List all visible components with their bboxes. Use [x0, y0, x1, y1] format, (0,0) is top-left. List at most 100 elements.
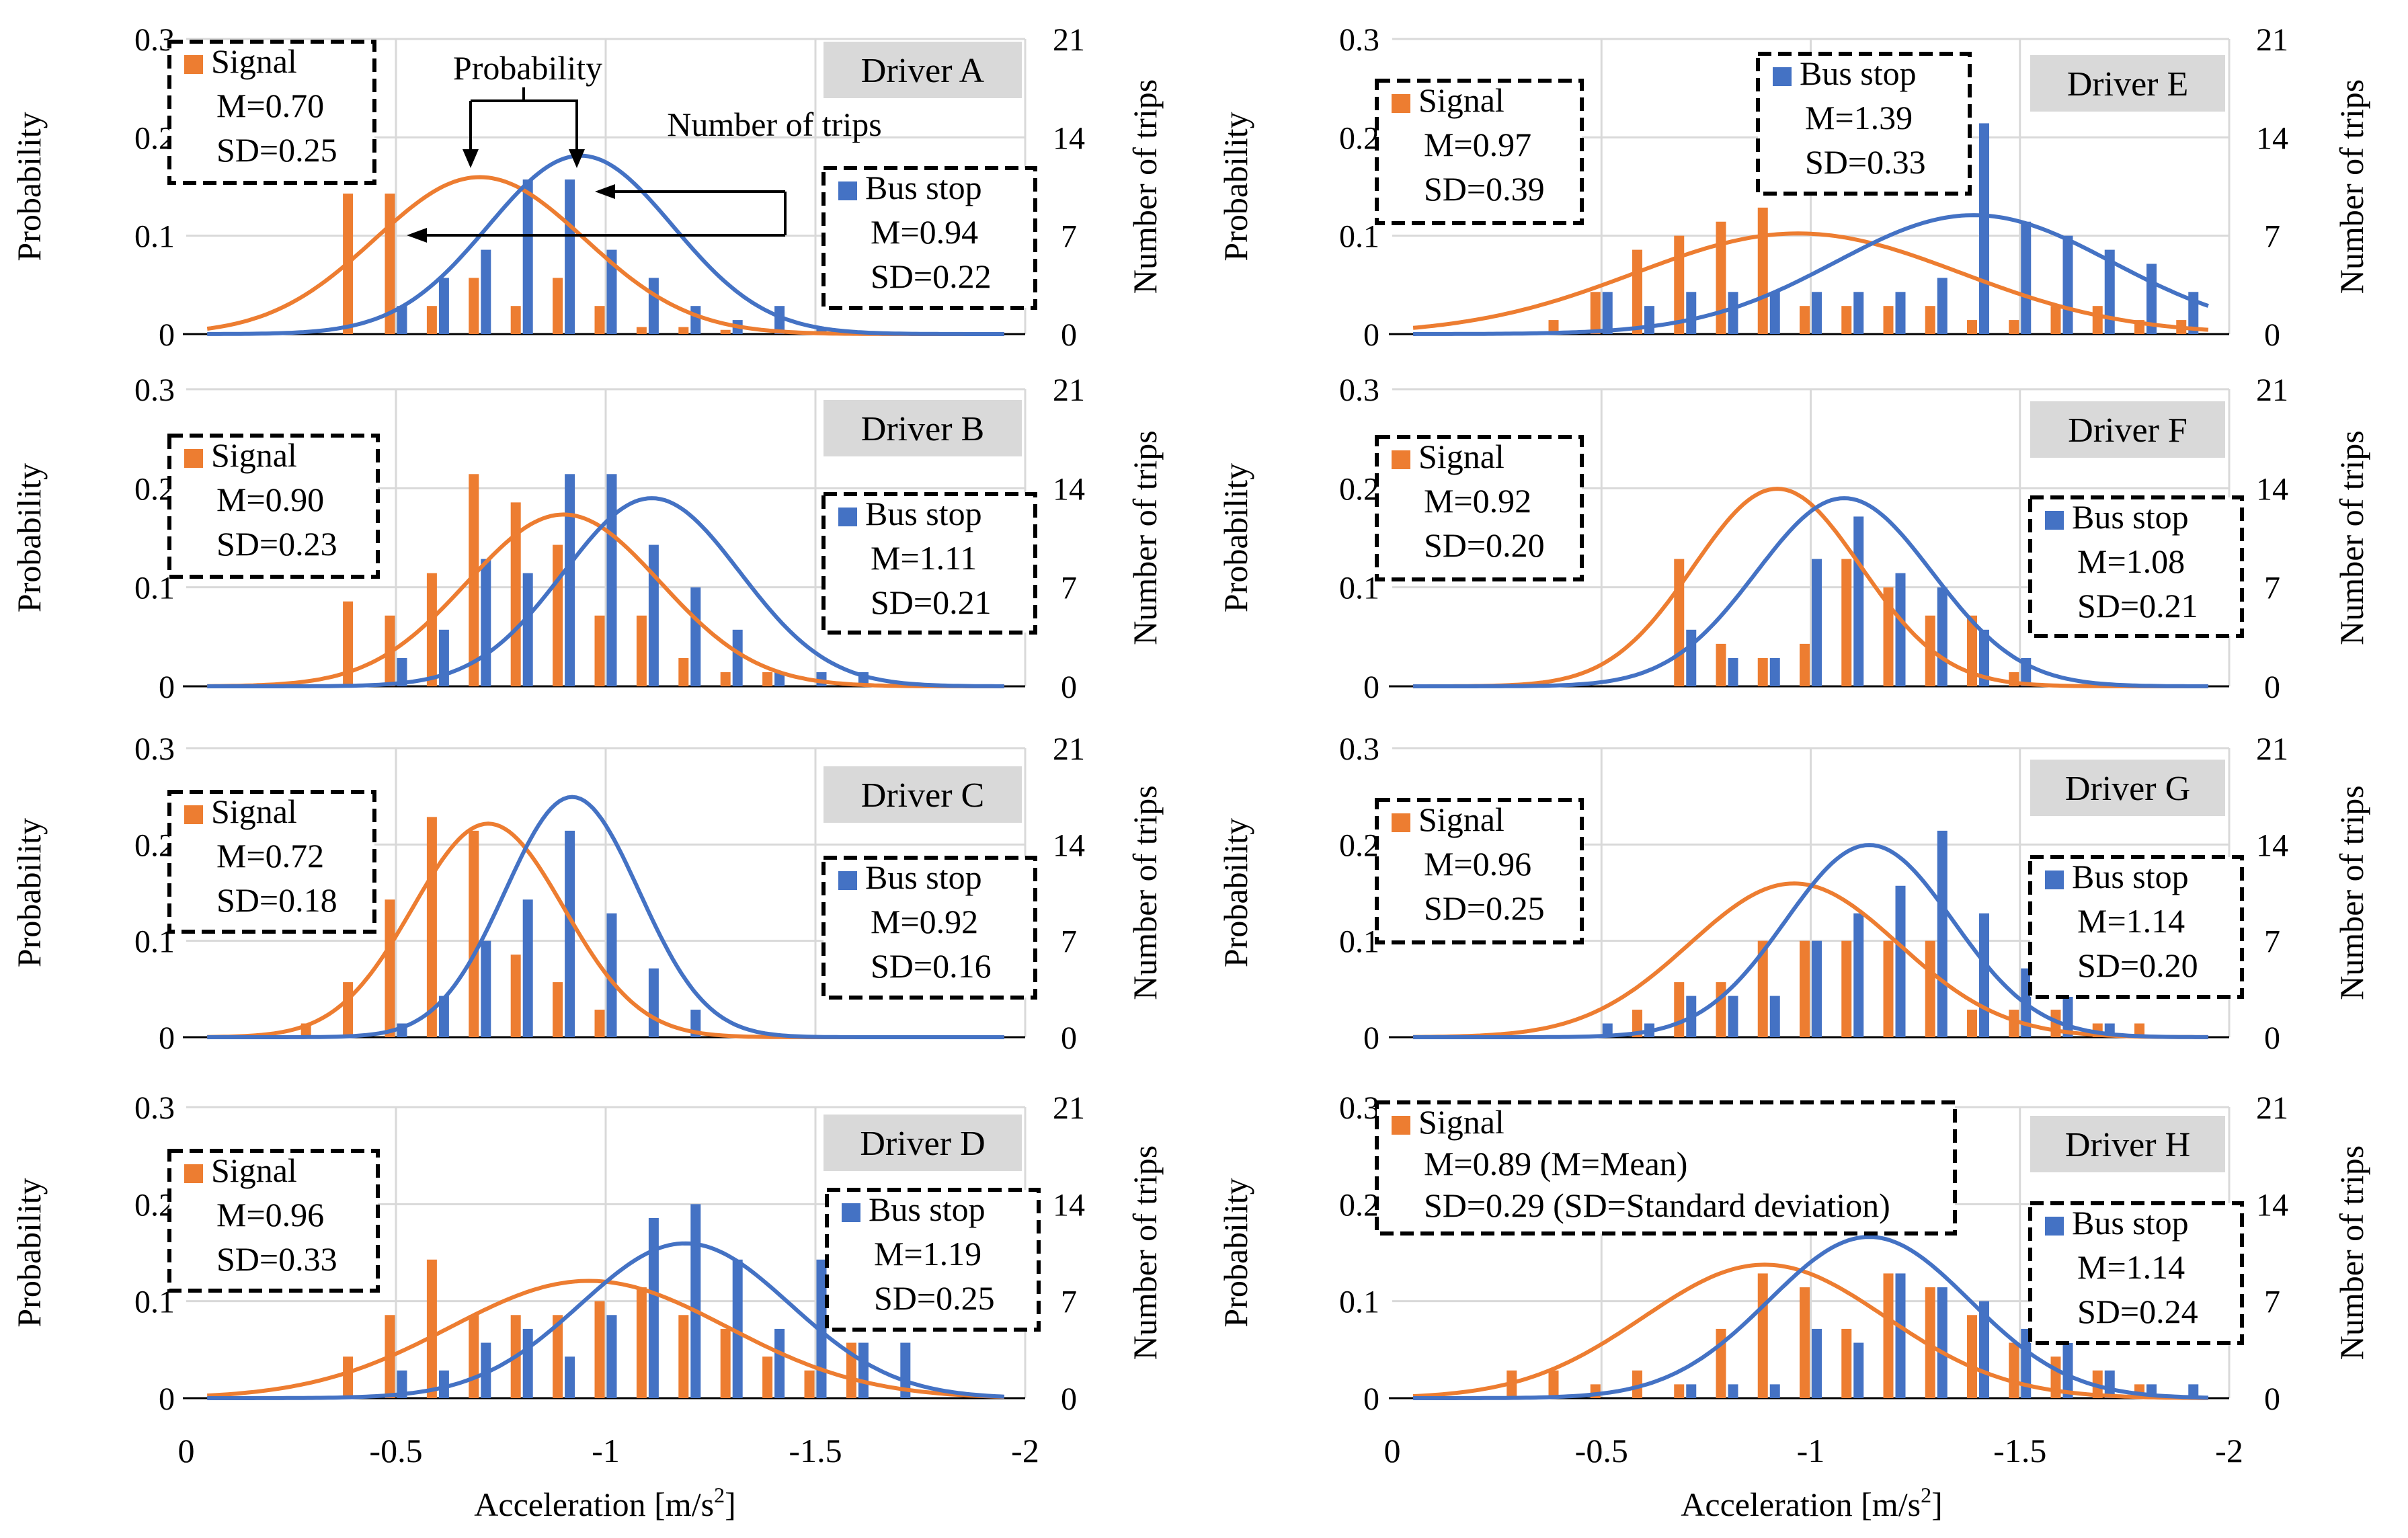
signal-bar	[594, 1301, 605, 1398]
signal-bar	[2134, 1023, 2144, 1037]
signal-bar	[1967, 1010, 1977, 1037]
bus-stop-legend: Bus stop M=1.11 SD=0.21	[821, 492, 1037, 635]
signal-bar	[1800, 1287, 1810, 1398]
x-tick-label: 0	[178, 1432, 195, 1469]
legend-sd: SD=0.18	[216, 881, 337, 919]
signal-bar	[469, 1315, 479, 1398]
legend-series-name: Signal	[1418, 438, 1504, 475]
legend-mean: M=0.90	[216, 481, 324, 518]
y-axis-title-right: Number of trips	[1126, 1145, 1164, 1360]
driver-title-box	[824, 400, 1022, 456]
driver-title-box	[2030, 1116, 2225, 1172]
y-tick-label-right: 14	[1053, 827, 1085, 863]
bars	[343, 1204, 911, 1398]
legend-sd: SD=0.25	[1424, 889, 1545, 927]
signal-bar	[510, 306, 521, 334]
driver-title-box	[2030, 760, 2225, 816]
y-axis-title-right: Number of trips	[1126, 79, 1164, 294]
bus-stop-bar	[397, 1370, 407, 1398]
signal-bar	[594, 615, 605, 686]
signal-bar	[1632, 1370, 1642, 1398]
bus-stop-bar	[1979, 629, 1989, 686]
signal-bar	[553, 1315, 563, 1398]
signal-bar	[636, 1287, 647, 1398]
bus-stop-bar	[774, 306, 785, 334]
y-tick-label-right: 7	[1061, 1285, 1077, 1320]
signal-bar	[678, 657, 689, 686]
fit-curves	[207, 496, 1004, 688]
y-tick-label-left: 0.2	[1339, 827, 1379, 863]
x-tick-label: -1.5	[1993, 1432, 2046, 1469]
legend-sd: SD=0.22	[871, 257, 992, 295]
bus-stop-bar	[438, 1370, 449, 1398]
bus-stop-bar	[1728, 1384, 1738, 1398]
y-tick-label-right: 21	[2256, 22, 2288, 58]
y-tick-label-left: 0.1	[1339, 219, 1379, 255]
y-tick-label-left: 0.1	[1339, 571, 1379, 606]
bus-stop-bar	[1895, 573, 1906, 686]
legend-box	[1375, 1100, 1957, 1236]
legend-mean: M=0.92	[1424, 482, 1531, 520]
bus-stop-probability-curve	[207, 496, 1004, 688]
y-tick-label-left: 0	[159, 1381, 175, 1417]
signal-bar	[553, 982, 563, 1037]
legend-box	[2028, 1201, 2244, 1345]
signal-bar	[2009, 1342, 2019, 1398]
signal-probability-curve	[207, 512, 1004, 688]
legend-swatch	[1392, 1116, 1410, 1135]
signal-bar	[1757, 207, 1768, 334]
bus-stop-bar	[732, 629, 743, 686]
x-axis-label-right: Acceleration [m/s2]	[1681, 1483, 1942, 1523]
fit-curves	[207, 1241, 1004, 1400]
bus-stop-bar	[2062, 1342, 2073, 1398]
bus-stop-bar	[732, 1259, 743, 1398]
legend-mean: M=1.08	[2077, 542, 2185, 580]
legend-series-name: Bus stop	[865, 169, 982, 206]
legend-swatch	[1773, 67, 1792, 86]
legend-box	[167, 790, 376, 934]
signal-bar	[1883, 1273, 1894, 1398]
bus-stop-probability-curve	[207, 795, 1004, 1039]
bus-stop-bar	[1728, 996, 1738, 1037]
legend-swatch	[838, 181, 857, 200]
bus-stop-bar	[2104, 249, 2115, 334]
bus-stop-bar	[1853, 1342, 1864, 1398]
signal-bar	[1800, 940, 1810, 1037]
signal-bar	[1674, 1384, 1685, 1398]
bus-stop-bar	[690, 587, 701, 686]
legend-mean: M=0.89 (M=Mean)	[1424, 1145, 1687, 1182]
bus-stop-bar	[1686, 1384, 1697, 1398]
driver-title: Driver F	[2068, 411, 2188, 450]
y-tick-label-right: 14	[1053, 471, 1085, 507]
signal-bar	[469, 830, 479, 1037]
bus-stop-bar	[1769, 292, 1780, 334]
bus-stop-probability-curve	[207, 1241, 1004, 1400]
bus-stop-bar	[1937, 278, 1948, 334]
y-tick-label-left: 0	[1363, 670, 1379, 705]
x-axis-labels: Acceleration [m/s2] Acceleration [m/s2]	[474, 1483, 1942, 1523]
signal-legend: Signal M=0.92 SD=0.20	[1375, 435, 1584, 581]
legend-sd: SD=0.24	[2077, 1293, 2198, 1330]
y-tick-label-left: 0.3	[1339, 22, 1379, 58]
signal-bar	[1925, 1287, 1935, 1398]
signal-legend: Signal M=0.96 SD=0.25	[1375, 798, 1584, 944]
bus-stop-legend: Bus stop M=1.14 SD=0.24	[2028, 1201, 2244, 1345]
y-axis-title-left: Probability	[1217, 818, 1254, 967]
legend-swatch	[184, 55, 203, 74]
y-tick-label-right: 21	[2256, 372, 2288, 408]
legend-sd: SD=0.25	[216, 131, 337, 169]
signal-probability-curve	[1412, 231, 2209, 332]
bus-stop-bar	[481, 559, 491, 686]
callout-probability-label: Probability	[453, 49, 602, 87]
signal-bar	[1590, 292, 1601, 334]
legend-box	[167, 434, 380, 579]
signal-bar	[2050, 306, 2061, 334]
bus-stop-probability-curve	[207, 153, 1004, 336]
signal-bar	[678, 1315, 689, 1398]
x-tick-label: -1.5	[789, 1432, 842, 1469]
legend-mean: M=1.39	[1805, 99, 1913, 136]
legend-swatch	[184, 449, 203, 468]
